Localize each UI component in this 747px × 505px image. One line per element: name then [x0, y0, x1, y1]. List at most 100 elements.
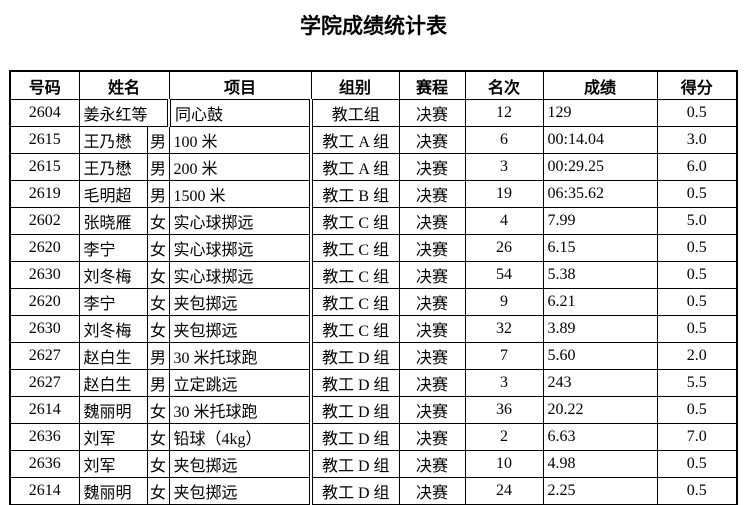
- cell-name: 刘冬梅: [78, 315, 148, 343]
- cell-group: 教工 D 组: [309, 423, 400, 451]
- cell-stage: 决赛: [398, 342, 466, 370]
- cell-result: 3.89: [542, 315, 658, 343]
- cell-name: 魏丽明: [78, 477, 148, 505]
- cell-rank: 4: [464, 207, 544, 235]
- cell-gender: 男: [146, 153, 170, 181]
- cell-points: 5.0: [656, 207, 738, 235]
- table-row: 2604 姜永红等 同心鼓 教工组 决赛 12 129 0.5: [9, 99, 738, 127]
- cell-group: 教工组: [309, 99, 400, 127]
- header-name: 姓名: [78, 70, 170, 100]
- cell-rank: 3: [464, 153, 544, 181]
- cell-rank: 2: [464, 423, 544, 451]
- header-row: 号码 姓名 项目 组别 赛程 名次 成绩 得分: [9, 70, 738, 100]
- cell-rank: 9: [464, 288, 544, 316]
- cell-stage: 决赛: [398, 315, 466, 343]
- cell-group: 教工 D 组: [309, 477, 400, 505]
- cell-result: 00:29.25: [542, 153, 658, 181]
- cell-result: 5.38: [542, 261, 658, 289]
- cell-rank: 10: [464, 450, 544, 478]
- cell-gender: 男: [146, 369, 170, 397]
- cell-gender: 女: [146, 234, 170, 262]
- table-row: 2630 刘冬梅女实心球掷远 教工 C 组决赛 54 5.38 0.5: [9, 261, 738, 289]
- table-row: 2636 刘军女夹包掷远 教工 D 组决赛 10 4.98 0.5: [9, 450, 738, 478]
- cell-name: 李宁: [78, 288, 148, 316]
- table-row: 2620 李宁女夹包掷远 教工 C 组决赛 9 6.21 0.5: [9, 288, 738, 316]
- cell-rank: 19: [464, 180, 544, 208]
- cell-gender: 男: [146, 126, 170, 154]
- cell-event: 200 米: [168, 153, 312, 181]
- table-row: 2614 魏丽明女 30 米托球跑 教工 D 组决赛 36 20.22 0.5: [9, 396, 738, 424]
- cell-stage: 决赛: [398, 288, 466, 316]
- cell-rank: 3: [464, 369, 544, 397]
- cell-points: 0.5: [656, 477, 738, 505]
- cell-result: 06:35.62: [542, 180, 658, 208]
- cell-points: 5.5: [656, 369, 738, 397]
- table-header: 号码 姓名 项目 组别 赛程 名次 成绩 得分: [9, 70, 738, 100]
- cell-group: 教工 C 组: [309, 207, 400, 235]
- table-row: 2630 刘冬梅女夹包掷远 教工 C 组决赛 32 3.89 0.5: [9, 315, 738, 343]
- cell-points: 0.5: [656, 261, 738, 289]
- cell-stage: 决赛: [398, 153, 466, 181]
- cell-event: 100 米: [168, 126, 312, 154]
- table-row: 2614 魏丽明女夹包掷远 教工 D 组决赛 24 2.25 0.5: [9, 477, 738, 505]
- cell-points: 0.5: [656, 288, 738, 316]
- cell-stage: 决赛: [398, 261, 466, 289]
- cell-stage: 决赛: [398, 207, 466, 235]
- header-event: 项目: [168, 70, 312, 100]
- cell-name: 姜永红等: [78, 99, 170, 127]
- cell-stage: 决赛: [398, 477, 466, 505]
- cell-group: 教工 B 组: [309, 180, 400, 208]
- table-row: 2627 赵白生男立定跳远 教工 D 组决赛 3 243 5.5: [9, 369, 738, 397]
- cell-name: 刘冬梅: [78, 261, 148, 289]
- cell-rank: 26: [464, 234, 544, 262]
- page-title: 学院成绩统计表: [300, 14, 447, 38]
- score-table: 号码 姓名 项目 组别 赛程 名次 成绩 得分 2604 姜永红等 同心鼓 教工组 决赛…: [9, 70, 739, 505]
- cell-number: 2615: [9, 126, 80, 154]
- cell-name: 赵白生: [78, 342, 148, 370]
- cell-rank: 54: [464, 261, 544, 289]
- cell-stage: 决赛: [398, 234, 466, 262]
- cell-number: 2614: [9, 477, 80, 505]
- cell-rank: 12: [464, 99, 544, 127]
- header-stage: 赛程: [398, 70, 466, 100]
- cell-gender: 女: [146, 288, 170, 316]
- cell-stage: 决赛: [398, 99, 466, 127]
- cell-result: 6.63: [542, 423, 658, 451]
- cell-number: 2630: [9, 315, 80, 343]
- cell-result: 6.21: [542, 288, 658, 316]
- cell-event: 立定跳远: [168, 369, 312, 397]
- cell-group: 教工 C 组: [309, 315, 400, 343]
- cell-name: 赵白生: [78, 369, 148, 397]
- cell-rank: 36: [464, 396, 544, 424]
- cell-points: 0.5: [656, 234, 738, 262]
- cell-group: 教工 D 组: [309, 342, 400, 370]
- cell-rank: 24: [464, 477, 544, 505]
- cell-number: 2614: [9, 396, 80, 424]
- cell-rank: 7: [464, 342, 544, 370]
- cell-gender: 女: [146, 315, 170, 343]
- cell-event: 实心球掷远: [168, 261, 312, 289]
- header-result: 成绩: [542, 70, 658, 100]
- cell-name: 王乃懋: [78, 126, 148, 154]
- cell-points: 0.5: [656, 180, 738, 208]
- cell-points: 6.0: [656, 153, 738, 181]
- cell-name: 王乃懋: [78, 153, 148, 181]
- cell-group: 教工 D 组: [309, 450, 400, 478]
- cell-group: 教工 A 组: [309, 153, 400, 181]
- header-number: 号码: [9, 70, 80, 100]
- cell-stage: 决赛: [398, 180, 466, 208]
- cell-result: 243: [542, 369, 658, 397]
- cell-points: 0.5: [656, 450, 738, 478]
- table-row: 2636 刘军女铅球（4kg） 教工 D 组决赛 2 6.63 7.0: [9, 423, 738, 451]
- cell-rank: 6: [464, 126, 544, 154]
- cell-result: 6.15: [542, 234, 658, 262]
- cell-group: 教工 C 组: [309, 261, 400, 289]
- cell-group: 教工 A 组: [309, 126, 400, 154]
- cell-gender: 女: [146, 423, 170, 451]
- cell-group: 教工 C 组: [309, 288, 400, 316]
- cell-event: 30 米托球跑: [168, 396, 312, 424]
- cell-points: 2.0: [656, 342, 738, 370]
- score-table-body: 2604 姜永红等 同心鼓 教工组 决赛 12 129 0.5 2615 王乃懋男 100 米教工 …: [9, 99, 738, 505]
- table-row: 2619 毛明超男 1500 米教工 B 组决赛 19 06:35.62 0.5: [9, 180, 738, 208]
